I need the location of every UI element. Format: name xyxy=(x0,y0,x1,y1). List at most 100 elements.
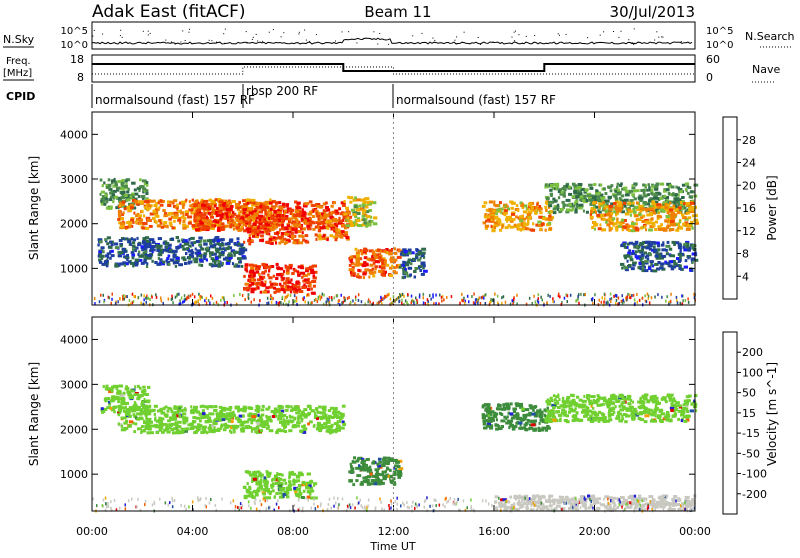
power-echo-cell xyxy=(146,181,149,184)
power-echo-cell xyxy=(120,225,125,228)
nsearch-dot xyxy=(94,30,95,31)
power-echo-cell xyxy=(302,231,304,234)
power-noise-cell xyxy=(119,297,121,300)
power-echo-cell xyxy=(146,265,148,268)
power-echo-cell xyxy=(228,213,231,216)
power-echo-cell xyxy=(653,212,656,215)
velocity-echo-cell xyxy=(230,431,232,434)
power-noise-cell xyxy=(244,298,246,301)
nsearch-dot xyxy=(262,41,263,42)
power-echo-cell xyxy=(203,257,206,260)
power-echo-cell xyxy=(309,266,312,269)
power-echo-cell xyxy=(679,256,682,259)
power-echo-cell xyxy=(226,208,231,211)
velocity-echo-cell xyxy=(281,489,284,492)
velocity-echo-cell xyxy=(177,411,179,414)
power-echo-cell xyxy=(350,260,353,263)
power-echo-cell xyxy=(188,256,192,259)
power-echo-cell xyxy=(209,242,212,245)
power-noise-cell xyxy=(94,297,96,300)
power-echo-cell xyxy=(194,260,199,263)
power-echo-cell xyxy=(611,184,614,187)
power-noise-cell xyxy=(123,294,125,297)
power-echo-cell xyxy=(139,185,143,188)
power-echo-cell xyxy=(485,225,489,228)
power-echo-cell xyxy=(173,199,177,202)
power-echo-cell xyxy=(638,266,641,269)
velocity-echo-cell xyxy=(253,478,257,481)
power-echo-cell xyxy=(491,229,495,232)
power-echo-cell xyxy=(210,216,214,219)
power-echo-cell xyxy=(691,227,693,230)
power-echo-cell xyxy=(486,209,488,212)
nsearch-dot xyxy=(165,40,166,41)
velocity-echo-cell xyxy=(260,472,262,475)
velocity-echo-cell xyxy=(196,417,200,420)
velocity-echo-cell xyxy=(266,470,268,473)
power-echo-cell xyxy=(305,234,309,237)
velocity-echo-cell xyxy=(296,488,301,491)
velocity-echo-cell xyxy=(142,392,145,395)
power-echo-cell xyxy=(685,259,688,262)
power-echo-cell xyxy=(623,243,626,246)
velocity-echo-cell xyxy=(144,412,147,415)
velocity-echo-cell xyxy=(255,494,259,497)
power-noise-cell xyxy=(358,293,360,296)
power-echo-cell xyxy=(193,219,197,222)
power-noise-cell xyxy=(462,299,464,302)
power-echo-cell xyxy=(333,219,337,222)
nave-tick-bottom: 0 xyxy=(706,71,713,84)
power-echo-cell xyxy=(221,251,225,254)
power-noise-cell xyxy=(248,293,250,296)
power-noise-cell xyxy=(485,293,487,296)
velocity-echo-cell xyxy=(178,431,182,434)
power-echo-cell xyxy=(296,224,301,227)
velocity-echo-cell xyxy=(115,387,118,390)
power-echo-cell xyxy=(671,212,675,215)
power-noise-cell xyxy=(296,296,298,299)
velocity-echo-cell xyxy=(121,399,126,402)
velocity-echo-cell xyxy=(171,423,176,426)
power-echo-cell xyxy=(638,250,642,253)
power-echo-cell xyxy=(237,204,241,207)
power-noise-cell xyxy=(688,301,690,304)
power-echo-cell xyxy=(182,223,186,226)
power-noise-cell xyxy=(161,300,163,303)
nsearch-dot xyxy=(306,40,307,41)
power-echo-cell xyxy=(617,193,622,196)
power-noise-cell xyxy=(149,298,151,301)
velocity-echo-cell xyxy=(314,412,316,415)
power-echo-cell xyxy=(152,241,156,244)
velocity-echo-cell xyxy=(249,474,254,477)
power-echo-cell xyxy=(408,252,412,255)
power-echo-cell xyxy=(421,273,425,276)
power-echo-cell xyxy=(114,243,118,246)
power-echo-cell xyxy=(286,272,290,275)
power-echo-cell xyxy=(114,178,116,181)
power-echo-cell xyxy=(515,215,518,218)
power-noise-cell xyxy=(155,293,157,296)
nsearch-dot xyxy=(658,37,659,38)
power-noise-cell xyxy=(138,296,140,299)
nsearch-dot xyxy=(148,34,149,35)
power-noise-cell xyxy=(327,300,329,303)
power-echo-cell xyxy=(556,187,558,190)
power-echo-cell xyxy=(262,283,266,286)
power-echo-cell xyxy=(636,189,639,192)
power-ytick-label: 3000 xyxy=(60,173,88,186)
power-echo-cell xyxy=(394,259,398,262)
power-echo-cell xyxy=(491,225,493,228)
power-echo-cell xyxy=(340,236,343,239)
velocity-echo-cell xyxy=(162,423,167,426)
power-echo-cell xyxy=(139,178,142,181)
nsearch-dot xyxy=(587,37,588,38)
power-echo-cell xyxy=(621,194,624,197)
power-echo-cell xyxy=(496,209,500,212)
power-noise-cell xyxy=(647,293,649,296)
power-echo-cell xyxy=(680,227,684,230)
velocity-echo-cell xyxy=(118,409,121,412)
velocity-echo-cell xyxy=(317,411,320,414)
velocity-echo-cell xyxy=(300,473,304,476)
power-echo-cell xyxy=(690,202,695,205)
power-echo-cell xyxy=(617,209,622,212)
